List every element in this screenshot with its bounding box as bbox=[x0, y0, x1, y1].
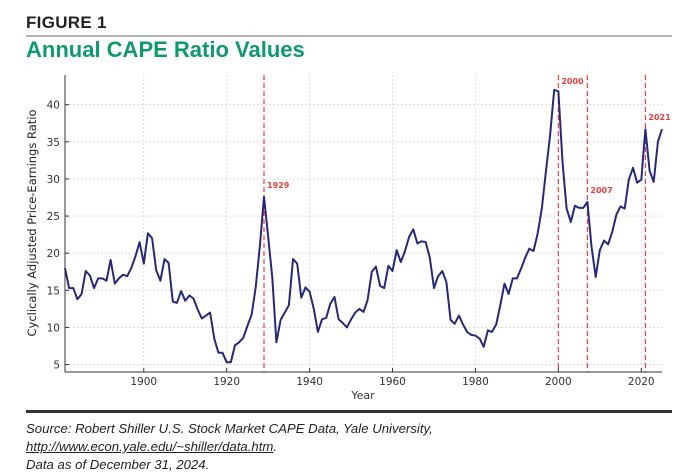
event-label-2021: 2021 bbox=[648, 113, 671, 122]
footer-divider bbox=[26, 410, 672, 413]
y-tick-label: 10 bbox=[47, 322, 60, 334]
x-tick-label: 1980 bbox=[462, 376, 489, 388]
y-tick-label: 35 bbox=[47, 137, 60, 149]
event-label-2007: 2007 bbox=[590, 186, 612, 195]
y-tick-label: 25 bbox=[47, 211, 60, 223]
source-note: Source: Robert Shiller U.S. Stock Market… bbox=[26, 420, 686, 474]
x-tick-label: 1940 bbox=[296, 376, 323, 388]
x-tick-label: 2000 bbox=[545, 376, 572, 388]
source-period: . bbox=[273, 439, 278, 454]
y-axis-label: Cyclically Adjusted Price-Earnings Ratio bbox=[25, 109, 39, 336]
event-label-2000: 2000 bbox=[561, 77, 584, 86]
y-tick-label: 40 bbox=[47, 100, 60, 112]
event-label-1929: 1929 bbox=[267, 181, 290, 190]
y-tick-label: 30 bbox=[47, 174, 60, 186]
chart-title: Annual CAPE Ratio Values bbox=[26, 37, 305, 62]
cape-series-line bbox=[64, 88, 663, 364]
data-date-note: Data as of December 31, 2024. bbox=[26, 457, 210, 472]
x-tick-label: 1920 bbox=[213, 376, 240, 388]
x-tick-label: 1900 bbox=[130, 376, 157, 388]
cape-line-chart: 1929 2000 2007 2021 1900 1920 1940 1960 1980 200… bbox=[25, 75, 671, 402]
x-tick-label: 1960 bbox=[379, 376, 406, 388]
y-tick-label: 5 bbox=[53, 360, 60, 372]
source-text: Source: Robert Shiller U.S. Stock Market… bbox=[26, 421, 433, 436]
x-axis-label: Year bbox=[350, 389, 375, 402]
figure-label: FIGURE 1 bbox=[26, 13, 107, 32]
x-tick-label: 2020 bbox=[628, 376, 655, 388]
y-tick-label: 20 bbox=[47, 248, 60, 260]
y-tick-label: 15 bbox=[47, 285, 60, 297]
source-link[interactable]: http://www.econ.yale.edu/~shiller/data.h… bbox=[26, 439, 274, 454]
header-divider bbox=[26, 35, 672, 37]
